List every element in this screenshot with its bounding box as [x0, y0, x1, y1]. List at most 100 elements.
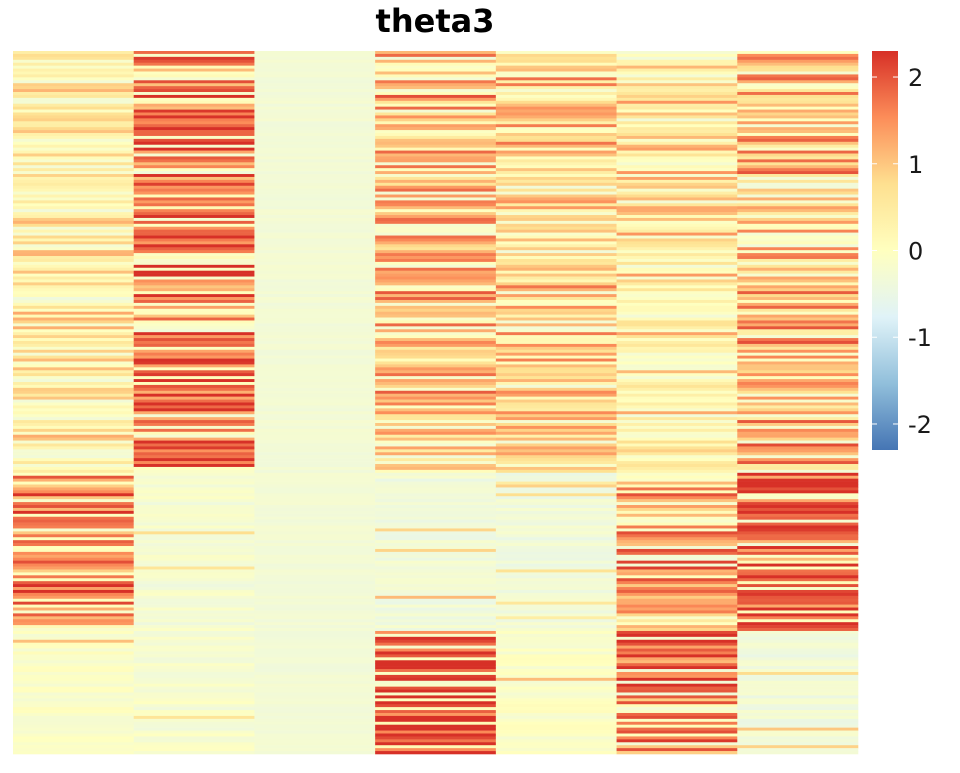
heatmap-cell [495, 335, 617, 339]
heatmap-cell [375, 171, 497, 175]
heatmap-cell [13, 297, 135, 301]
heatmap-cell [737, 648, 859, 652]
heatmap-cell [737, 174, 859, 178]
heatmap-cell [254, 724, 376, 728]
heatmap-cell [254, 206, 376, 210]
heatmap-cell [133, 584, 255, 588]
heatmap-cell [737, 288, 859, 292]
heatmap-cell [254, 220, 376, 225]
heatmap-cell [375, 531, 497, 535]
heatmap-cell [133, 235, 255, 239]
heatmap-cell [13, 742, 135, 746]
heatmap-cell [13, 241, 135, 245]
heatmap-cell [254, 238, 376, 242]
heatmap-cell [254, 554, 376, 559]
heatmap-cell [254, 118, 376, 122]
heatmap-cell [133, 516, 255, 520]
heatmap-cell [133, 171, 255, 175]
heatmap-cell [375, 505, 497, 509]
heatmap-cell [737, 229, 859, 233]
heatmap-cell [375, 241, 497, 245]
heatmap-cell [495, 229, 617, 233]
heatmap-cell [133, 291, 255, 295]
heatmap-cell [737, 718, 859, 723]
heatmap-cell [13, 261, 135, 266]
heatmap-cell [616, 598, 738, 602]
heatmap-cell [133, 135, 255, 140]
heatmap-cell [375, 481, 497, 485]
heatmap-cell [254, 619, 376, 623]
heatmap-cell [495, 109, 617, 113]
heatmap-cell [737, 408, 859, 412]
heatmap-cell [616, 686, 738, 690]
heatmap-cell [616, 610, 738, 614]
heatmap-cell [616, 302, 738, 307]
heatmap-cell [495, 748, 617, 752]
heatmap-cell [133, 162, 255, 166]
heatmap-cell [495, 736, 617, 740]
heatmap-cell [495, 458, 617, 462]
heatmap-cell [737, 267, 859, 271]
heatmap-cell [375, 200, 497, 204]
heatmap-cell [254, 162, 376, 166]
heatmap-cell [375, 707, 497, 711]
heatmap-cell [616, 153, 738, 157]
heatmap-cell [737, 141, 859, 146]
heatmap-cell [13, 80, 135, 84]
heatmap-cell [254, 232, 376, 236]
heatmap-cell [495, 516, 617, 520]
heatmap-cell [737, 645, 859, 649]
heatmap-cell [13, 411, 135, 415]
heatmap-cell [254, 692, 376, 696]
heatmap-cell [616, 464, 738, 468]
heatmap-cell [495, 554, 617, 559]
heatmap-cell [375, 575, 497, 579]
heatmap-cell [133, 707, 255, 711]
heatmap-cell [13, 715, 135, 720]
heatmap-cell [737, 338, 859, 342]
heatmap-cell [375, 226, 497, 230]
heatmap-cell [495, 373, 617, 377]
heatmap-cell [616, 581, 738, 585]
heatmap-cell [13, 604, 135, 608]
heatmap-cell [133, 168, 255, 172]
heatmap-cell [375, 715, 497, 720]
heatmap-cell [254, 739, 376, 743]
heatmap-cell [13, 220, 135, 225]
heatmap-cell [737, 340, 859, 345]
heatmap-cell [616, 701, 738, 705]
heatmap-cell [254, 355, 376, 359]
heatmap-cell [737, 367, 859, 371]
heatmap-cell [737, 698, 859, 702]
heatmap-cell [375, 159, 497, 163]
heatmap-cell [616, 376, 738, 380]
heatmap-cell [13, 203, 135, 207]
heatmap-cell [737, 51, 859, 55]
heatmap-cell [495, 144, 617, 148]
heatmap-cell [133, 622, 255, 626]
heatmap-cell [495, 607, 617, 611]
heatmap-cell [13, 745, 135, 749]
heatmap-cell [254, 176, 376, 181]
heatmap-cell [495, 267, 617, 271]
heatmap-cell [133, 92, 255, 96]
heatmap-cell [133, 379, 255, 383]
heatmap-cell [375, 299, 497, 304]
heatmap-cell [737, 464, 859, 468]
heatmap-cell [737, 584, 859, 588]
heatmap-cell [616, 346, 738, 351]
heatmap-cell [254, 537, 376, 541]
heatmap-cell [13, 229, 135, 233]
heatmap-cell [254, 235, 376, 239]
heatmap-cell [616, 704, 738, 708]
heatmap-cell [375, 557, 497, 561]
heatmap-cell [133, 364, 255, 368]
heatmap-cell [737, 642, 859, 646]
heatmap-cell [495, 569, 617, 573]
heatmap-cell [133, 657, 255, 661]
heatmap-cell [495, 182, 617, 187]
heatmap-cell [254, 546, 376, 550]
heatmap-cell [13, 499, 135, 503]
heatmap-cell [616, 373, 738, 377]
heatmap-cell [13, 349, 135, 353]
